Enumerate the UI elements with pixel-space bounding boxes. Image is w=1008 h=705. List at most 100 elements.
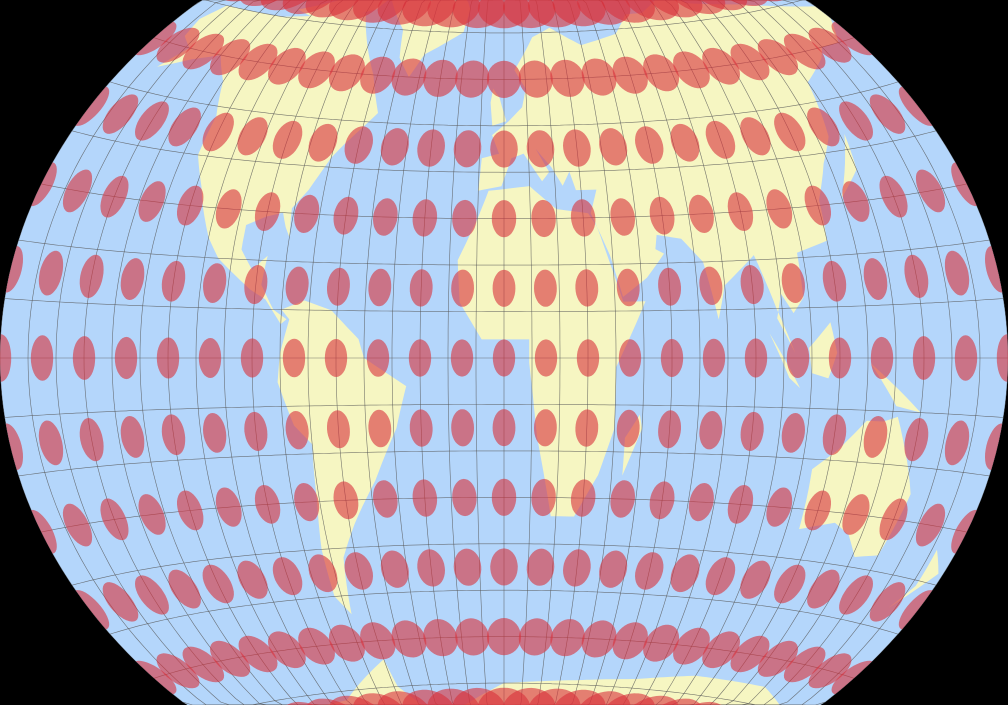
tissot-circle [455,60,490,98]
tissot-circle [237,117,268,156]
tissot-circle [670,554,700,593]
tissot-circle [182,33,225,70]
tissot-circle [954,335,978,381]
tissot-circle [531,478,556,517]
tissot-circle [808,27,852,63]
tissot-circle [333,196,359,235]
tissot-circle [203,263,227,303]
tissot-circle [244,265,268,305]
tissot-circle [344,126,373,164]
tissot-circle [168,107,201,147]
tissot-circle [616,268,640,307]
tissot-circle [417,129,445,167]
tissot-circle [344,552,373,590]
tissot-circle [842,494,870,535]
tissot-circle [670,123,700,162]
tissot-circle [869,582,906,622]
tissot-circle [985,245,1003,293]
tissot-circle [156,653,200,689]
land-antarctica [243,659,788,705]
tissot-circle [282,338,306,378]
tissot-circle [599,550,628,588]
tissot-circle [487,618,521,656]
tissot-circle [618,339,642,377]
tissot-circle [198,338,222,378]
tissot-circle [210,39,251,76]
tissot-circle [5,245,23,293]
tissot-circle [453,130,482,168]
tissot-circle [660,339,684,377]
tissot-circle [898,590,933,630]
tissot-circle [490,548,518,586]
tissot-circle [412,479,438,517]
tissot-circle [951,509,977,554]
tissot-circle [702,631,740,669]
tissot-circle [804,490,831,531]
tissot-circle [807,107,840,147]
tissot-circle [373,198,398,236]
tissot-circle [912,336,936,380]
parallel [71,130,937,173]
tissot-circle [581,58,617,96]
tissot-circle [135,660,177,695]
tissot-circle [328,624,365,662]
tissot-circle [985,423,1003,471]
tissot-circle [366,339,390,377]
tissot-circle [62,503,93,547]
tissot-circle [727,192,754,231]
tissot-circle [327,267,350,306]
parallel [202,0,806,34]
tissot-circle [766,189,793,229]
tissot-circle [203,413,227,453]
tissot-circle [774,112,806,152]
tissot-circle [120,416,145,458]
tissot-circle [534,339,558,377]
tissot-circle [285,266,309,305]
tissot-circle [308,554,338,593]
tissot-circle [944,250,970,296]
tissot-circle [744,338,768,378]
tissot-circle [328,54,365,92]
tissot-circle [491,478,517,516]
tissot-circle [409,409,433,447]
tissot-circle [766,487,793,527]
tissot-circle [168,569,201,609]
parallel [18,450,990,477]
tissot-circle [951,162,977,207]
tissot-circle [581,620,617,658]
tissot-circle [455,618,490,656]
tissot-circle [807,569,840,609]
tissot-circle [238,43,278,81]
tissot-circle [0,334,12,382]
tissot-circle [879,498,908,541]
tissot-circle [699,266,723,305]
tissot-circle [237,560,268,599]
tissot-circle [285,411,309,450]
tissot-circle [30,335,54,381]
tissot-circle [649,481,675,520]
tissot-circle [487,60,521,98]
tissot-circle [526,548,555,586]
tissot-circle [120,258,145,300]
tissot-circle [531,199,556,238]
tissot-circle [705,557,736,596]
tissot-circle [575,409,599,447]
tissot-circle [996,334,1008,382]
tissot-circle [100,175,129,218]
tissot-circle [100,498,129,541]
tissot-circle [380,128,409,166]
tissot-circle [658,267,681,306]
tissot-circle [712,0,769,6]
tissot-circle [727,485,754,524]
tissot-circle [635,552,664,590]
tissot-circle [915,169,946,213]
tissot-circle [870,336,894,380]
tissot-circle [879,175,908,218]
tissot-circle [570,479,596,517]
tissot-circle [526,130,555,168]
tissot-circle [822,260,847,302]
tissot-circle [702,338,726,378]
tissot-circle [72,336,96,380]
tissot-circle [62,169,93,213]
